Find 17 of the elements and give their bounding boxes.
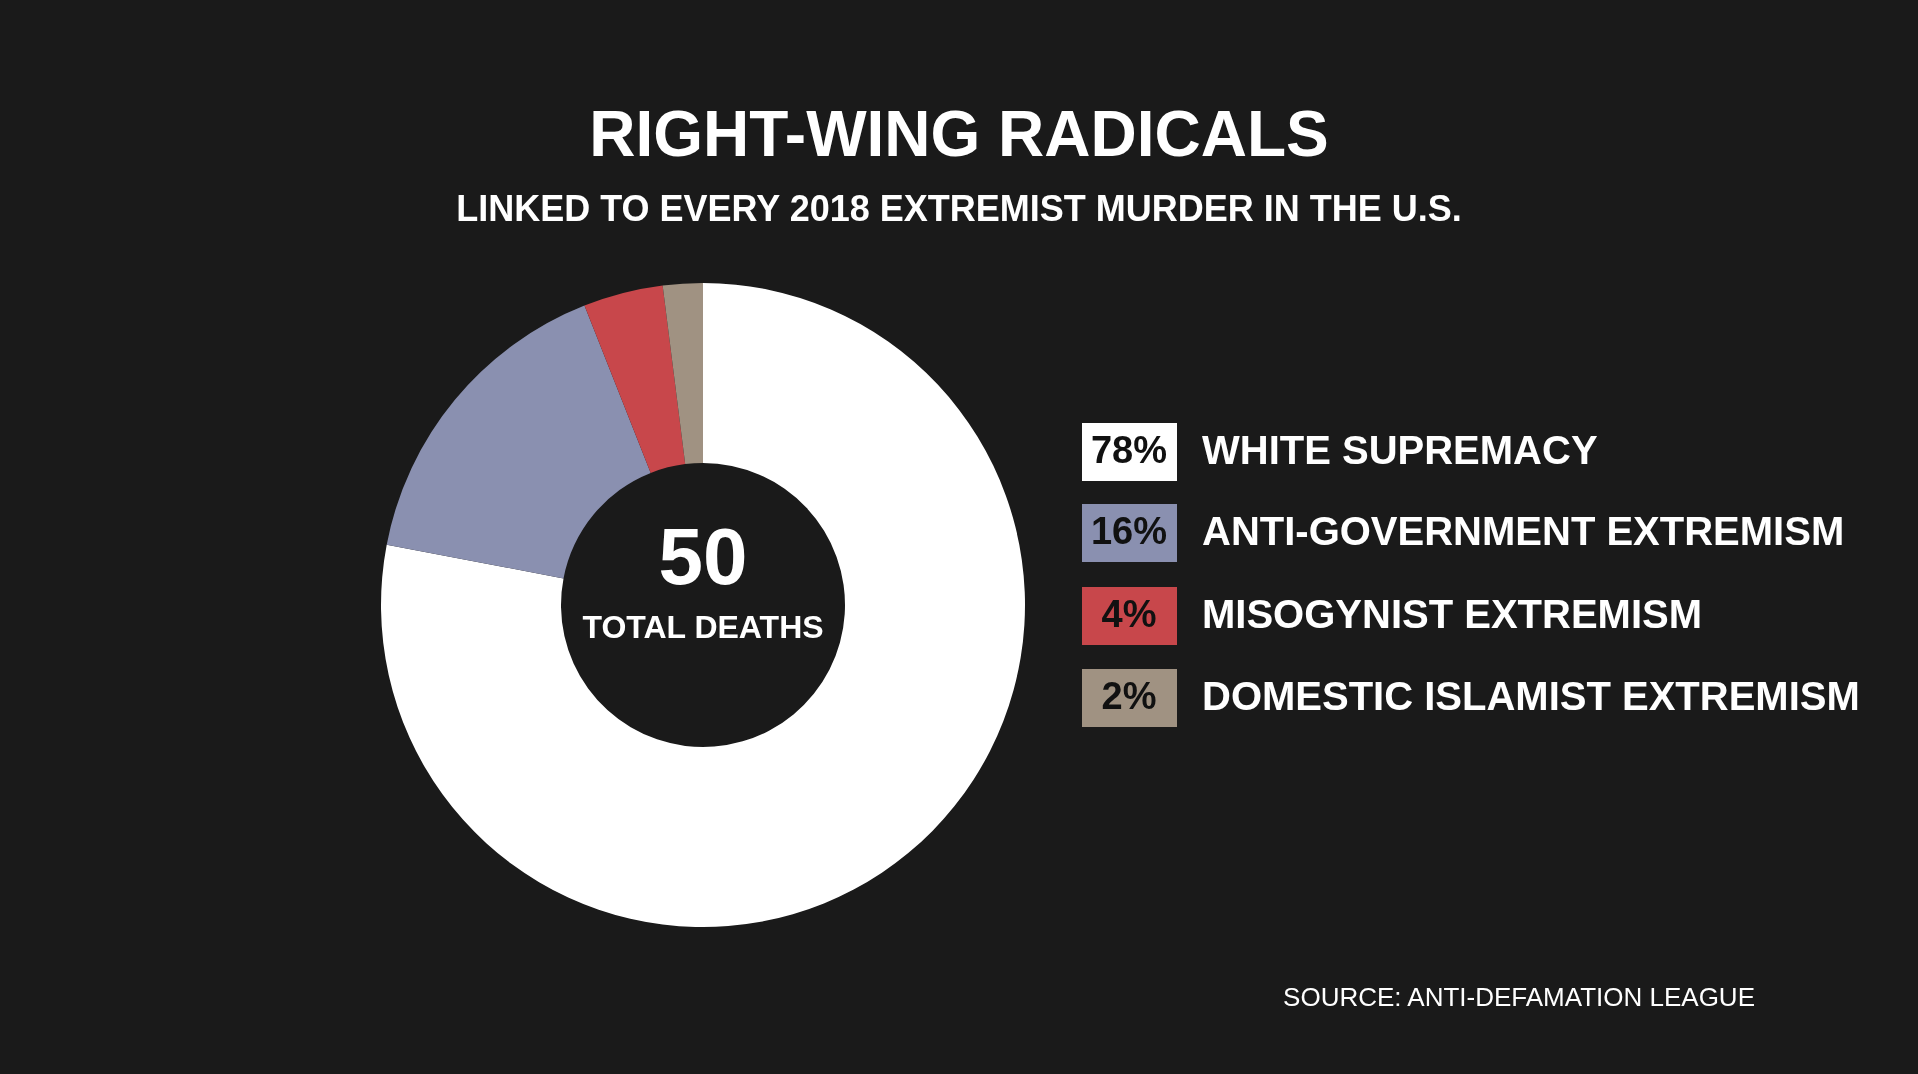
legend-label: DOMESTIC ISLAMIST EXTREMISM: [1202, 674, 1860, 718]
chart-subtitle: LINKED TO EVERY 2018 EXTREMIST MURDER IN THE U.S.: [456, 188, 1462, 229]
legend-label: WHITE SUPREMACY: [1202, 428, 1598, 472]
data-label: 2%: [1101, 675, 1157, 717]
legend-label: ANTI-GOVERNMENT EXTREMISM: [1202, 509, 1845, 553]
data-label: 4%: [1101, 593, 1157, 635]
chart-title: RIGHT-WING RADICALS: [589, 98, 1329, 170]
donut-slice: [381, 283, 1025, 927]
legend-label: MISOGYNIST EXTREMISM: [1202, 592, 1703, 636]
text: 50: [658, 512, 748, 601]
donut-slice: [584, 285, 686, 473]
donut-slice: [386, 305, 651, 579]
data-label: 78%: [1090, 429, 1168, 471]
source-note: SOURCE: ANTI-DEFAMATION LEAGUE: [1283, 982, 1755, 1012]
donut-slice: [662, 283, 703, 465]
data-label: 16%: [1090, 510, 1168, 552]
text: TOTAL DEATHS: [582, 609, 824, 645]
